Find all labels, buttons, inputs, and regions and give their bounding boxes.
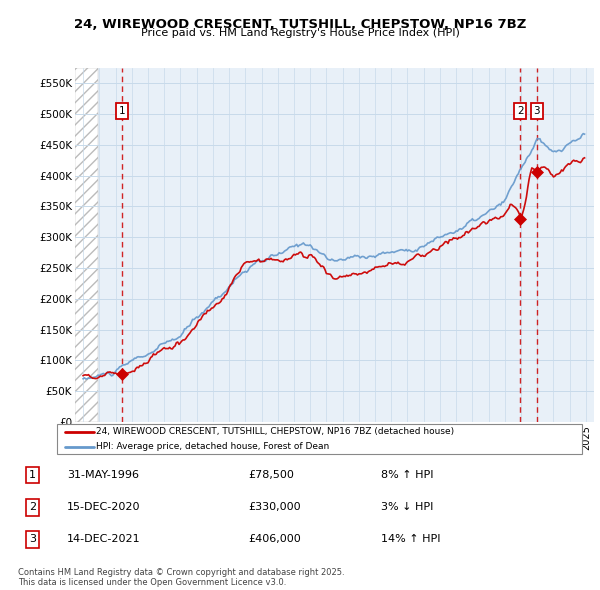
Text: Contains HM Land Registry data © Crown copyright and database right 2025.
This d: Contains HM Land Registry data © Crown c…	[18, 568, 344, 587]
Text: 14-DEC-2021: 14-DEC-2021	[67, 535, 140, 545]
Text: 24, WIREWOOD CRESCENT, TUTSHILL, CHEPSTOW, NP16 7BZ: 24, WIREWOOD CRESCENT, TUTSHILL, CHEPSTO…	[74, 18, 526, 31]
Text: 1: 1	[29, 470, 36, 480]
Text: 31-MAY-1996: 31-MAY-1996	[67, 470, 139, 480]
Text: 3: 3	[533, 106, 540, 116]
Text: £330,000: £330,000	[248, 503, 301, 512]
Text: 24, WIREWOOD CRESCENT, TUTSHILL, CHEPSTOW, NP16 7BZ (detached house): 24, WIREWOOD CRESCENT, TUTSHILL, CHEPSTO…	[97, 427, 455, 437]
FancyBboxPatch shape	[57, 424, 582, 454]
Text: 3% ↓ HPI: 3% ↓ HPI	[381, 503, 433, 512]
Text: £406,000: £406,000	[248, 535, 301, 545]
Text: 3: 3	[29, 535, 36, 545]
Text: 8% ↑ HPI: 8% ↑ HPI	[381, 470, 433, 480]
Text: 2: 2	[517, 106, 524, 116]
Text: 2: 2	[29, 503, 36, 512]
Text: 15-DEC-2020: 15-DEC-2020	[67, 503, 140, 512]
Text: HPI: Average price, detached house, Forest of Dean: HPI: Average price, detached house, Fore…	[97, 442, 329, 451]
Text: Price paid vs. HM Land Registry's House Price Index (HPI): Price paid vs. HM Land Registry's House …	[140, 28, 460, 38]
Text: 14% ↑ HPI: 14% ↑ HPI	[381, 535, 440, 545]
Text: £78,500: £78,500	[248, 470, 294, 480]
Text: 1: 1	[119, 106, 125, 116]
